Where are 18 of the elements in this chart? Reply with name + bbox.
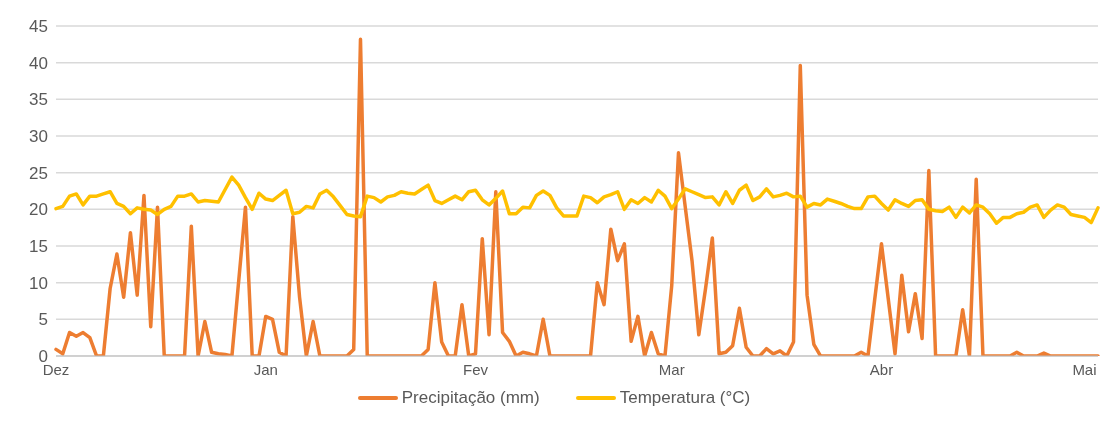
x-tick-label: Jan [253, 360, 278, 378]
legend-label: Temperatura (°C) [619, 388, 751, 408]
x-tick-label: Fev [463, 360, 489, 378]
x-tick-label: Mar [658, 360, 685, 378]
legend-label: Precipitação (mm) [401, 388, 540, 408]
y-tick-label: 20 [29, 200, 48, 220]
y-tick-label: 10 [29, 273, 48, 293]
line-series [54, 175, 1100, 226]
y-tick-label: 15 [29, 237, 48, 257]
y-tick-label: 25 [29, 163, 48, 183]
y-tick-label: 30 [29, 127, 48, 147]
y-tick-label: 35 [29, 90, 48, 110]
y-tick-label: 5 [38, 310, 48, 330]
line-series [54, 37, 1100, 356]
x-tick-label: Mai [1072, 360, 1097, 378]
y-tick-label: 45 [29, 17, 48, 37]
y-tick-label: 40 [29, 53, 48, 73]
x-tick-label: Abr [869, 360, 894, 378]
